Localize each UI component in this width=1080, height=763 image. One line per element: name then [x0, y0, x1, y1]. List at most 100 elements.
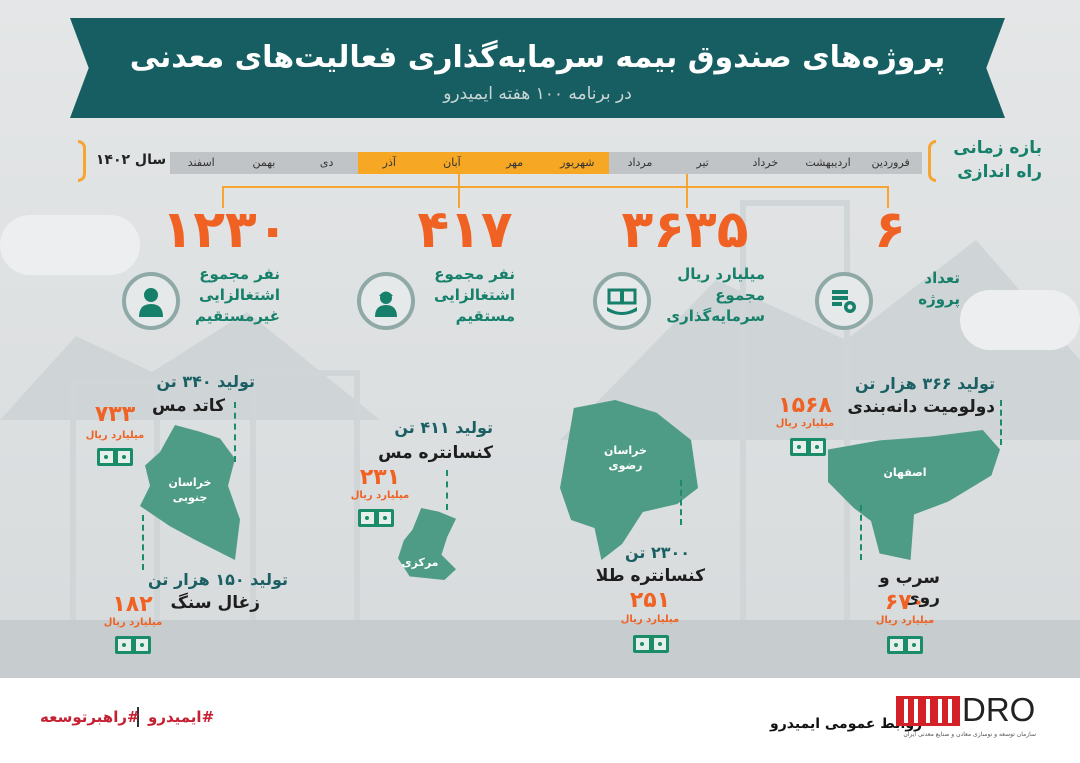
map-label-line: جنوبی [172, 491, 208, 504]
month-farvardin: فروردین [871, 156, 910, 169]
timeline-months: فروردین اردیبهشت خرداد تیر مرداد شهریور … [170, 152, 922, 174]
map-isfahan [828, 430, 1000, 560]
month-ordibehesht: اردیبهشت [805, 156, 851, 169]
stat-label-line: نفر مجموع [434, 265, 515, 283]
project-production: تولید ۱۵۰ هزار تن [148, 570, 288, 589]
money-icon [633, 635, 669, 653]
background-cloud [960, 290, 1080, 350]
map-label-khorasan-razavi: خراسان رضوی [598, 443, 653, 473]
map-label-line: خراسان [604, 444, 647, 457]
map-label-south-khorasan: خراسان جنوبی [160, 475, 220, 505]
month-mordad: مرداد [627, 156, 653, 169]
stat-label-line: پروژه [918, 290, 960, 308]
month-esfand: اسفند [187, 156, 215, 169]
project-product: کاتد مس [152, 396, 225, 416]
public-relations-label: روابط عمومی ایمیدرو [770, 716, 923, 732]
stat-investment-label: میلیارد ریال مجموع سرمایه‌گذاری [650, 264, 765, 327]
investment-unit: میلیارد ریال [103, 617, 163, 628]
infographic-canvas: پروژه‌های صندوق بیمه سرمایه‌گذاری فعالیت… [0, 0, 1080, 678]
logo-text: DRO [962, 691, 1036, 728]
project-investment: ۲۵۱ [629, 588, 671, 613]
project-investment: ۷۳۳ [94, 402, 136, 427]
project-investment: ۲۳۱ [359, 465, 401, 490]
month-bahman: بهمن [252, 156, 276, 169]
logo-mark [896, 696, 960, 726]
worker-icon [357, 272, 415, 330]
project-product: سرب و روی [879, 568, 940, 608]
money-icon [115, 636, 151, 654]
month-mehr: مهر [483, 152, 546, 174]
stat-label-line: مجموع [715, 286, 765, 304]
timeline-connector [222, 186, 889, 188]
hashtag-development[interactable]: #راهبرتوسعه [40, 708, 140, 726]
month-tir: تیر [696, 156, 709, 169]
logo-subtitle: سازمان توسعه و نوسازی معادن و صنایع معدن… [903, 731, 1036, 738]
stat-label-line: نفر مجموع [199, 265, 280, 283]
stat-label-line: اشتغالزایی [433, 286, 515, 304]
project-product: کنسانتره طلا [595, 566, 705, 586]
project-investment: ۱۵۶۸ [778, 393, 832, 418]
project-production: تولید ۴۱۱ تن [394, 418, 493, 437]
investment-unit: میلیارد ریال [775, 418, 835, 429]
month-aban: آبان [420, 152, 484, 174]
stat-label-line: میلیارد ریال [677, 265, 765, 283]
map-label-line: رضوی [608, 459, 643, 472]
project-product: دولومیت دانه‌بندی [847, 397, 995, 417]
page-subtitle: در برنامه ۱۰۰ هفته ایمیدرو [443, 84, 632, 104]
month-khordad: خرداد [752, 156, 779, 169]
money-icon [790, 438, 826, 456]
stat-indirect-jobs-label: نفر مجموع اشتغالزایی غیرمستقیم [185, 264, 280, 327]
map-label-markazi: مرکزی [401, 556, 439, 569]
project-product: کنسانتره مس [378, 443, 493, 463]
money-icon [887, 636, 923, 654]
money-icon [97, 448, 133, 466]
dashed-arrow [142, 515, 144, 570]
map-label-line: خراسان [168, 476, 212, 489]
project-production: تولید ۳۴۰ تن [156, 372, 255, 391]
title-banner: پروژه‌های صندوق بیمه سرمایه‌گذاری فعالیت… [70, 18, 1005, 118]
timeline-label-line1: بازه زمانی [953, 138, 1042, 158]
timeline-bracket-left [78, 140, 86, 182]
stat-indirect-jobs: ۱۲۳۰ [161, 200, 289, 260]
project-investment: ۶۷۰ [884, 590, 926, 615]
imidro-logo: DRO [896, 692, 1036, 728]
investment-unit: میلیارد ریال [875, 615, 935, 626]
person-icon [122, 272, 180, 330]
page-title: پروژه‌های صندوق بیمه سرمایه‌گذاری فعالیت… [129, 40, 946, 75]
project-settings-icon [815, 272, 873, 330]
timeline-label-line2: راه اندازی [957, 162, 1042, 182]
dashed-arrow [446, 470, 448, 510]
dashed-arrow [234, 402, 236, 462]
stat-project-count: ۶ [874, 200, 906, 260]
money-icon [358, 509, 394, 527]
investment-unit: میلیارد ریال [350, 490, 410, 501]
background-cloud [0, 215, 140, 275]
stat-direct-jobs: ۴۱۷ [417, 200, 513, 260]
project-product: زغال سنگ [170, 593, 260, 613]
stat-label-line: سرمایه‌گذاری [666, 307, 765, 325]
stat-label-line: مستقیم [455, 307, 515, 325]
project-production: ۲۳۰۰ تن [624, 543, 690, 562]
hashtag-separator [137, 707, 139, 727]
stat-total-investment: ۳۶۳۵ [621, 200, 749, 260]
month-shahrivar: شهریور [545, 152, 609, 174]
dashed-arrow [680, 480, 682, 525]
stat-direct-jobs-label: نفر مجموع اشتغالزایی مستقیم [420, 264, 515, 327]
hashtag-imidro[interactable]: #ایمیدرو [148, 708, 215, 726]
stat-label-line: تعداد [924, 269, 960, 287]
dashed-arrow [860, 505, 862, 560]
investment-unit: میلیارد ریال [85, 430, 145, 441]
timeline-year: سال ۱۴۰۲ [95, 152, 167, 168]
month-azar: آذر [357, 152, 421, 174]
month-dey: دی [319, 156, 334, 169]
timeline-bracket-right [928, 140, 936, 182]
stat-project-label: تعداد پروژه [880, 268, 960, 310]
money-hand-icon [593, 272, 651, 330]
connector-drop [686, 174, 688, 208]
project-investment: ۱۸۲ [112, 592, 153, 617]
connector-drop [458, 174, 460, 208]
connector-drop [222, 186, 224, 208]
stat-label-line: غیرمستقیم [194, 307, 280, 325]
timeline-label: بازه زمانی راه اندازی [942, 136, 1042, 184]
project-production: تولید ۳۶۶ هزار تن [855, 374, 995, 393]
